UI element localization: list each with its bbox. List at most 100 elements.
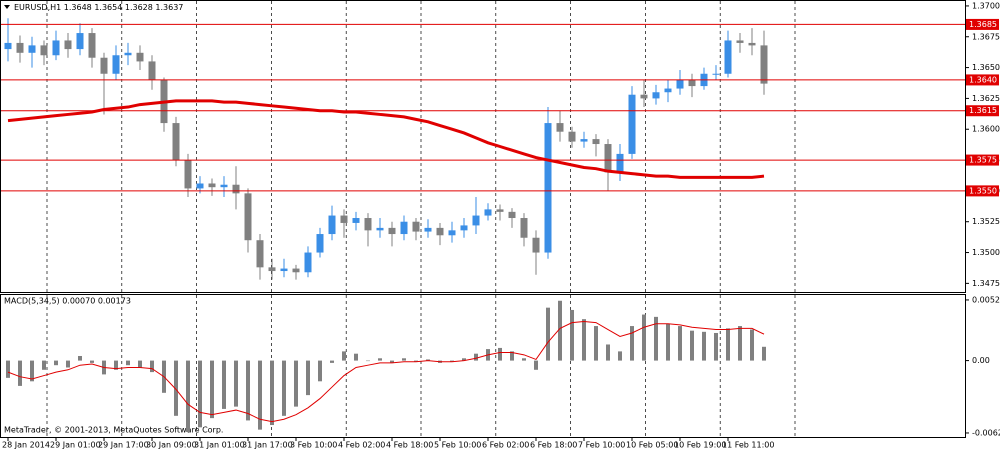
candle-body xyxy=(556,123,564,132)
macd-bar xyxy=(642,314,646,361)
level-label: 1.3685 xyxy=(969,20,997,29)
macd-bar xyxy=(378,358,382,361)
candle-body xyxy=(304,252,312,273)
level-label: 1.3550 xyxy=(969,186,997,195)
macd-bar xyxy=(570,309,574,361)
header-high: 1.3654 xyxy=(94,3,122,12)
candle-body xyxy=(88,33,96,58)
candle-body xyxy=(316,234,324,253)
macd-bar xyxy=(294,360,298,407)
y-tick-label: 0.00 xyxy=(972,356,990,365)
macd-bar xyxy=(366,360,370,362)
candle-body xyxy=(340,215,348,223)
x-tick-label: 11 Feb 11:00 xyxy=(722,441,774,450)
macd-bar xyxy=(474,353,478,361)
macd-bar xyxy=(582,319,586,361)
x-tick-label: 3 Feb 10:00 xyxy=(290,441,337,450)
candle-body xyxy=(508,211,516,219)
candle-body xyxy=(100,57,108,74)
macd-bar xyxy=(198,360,202,428)
x-tick-label: 4 Feb 18:00 xyxy=(386,441,433,450)
candle-body xyxy=(424,227,432,232)
candle-body xyxy=(436,227,444,236)
y-tick-label: 1.3600 xyxy=(972,125,1000,134)
x-tick-label: 6 Feb 18:00 xyxy=(530,441,577,450)
macd-bar xyxy=(402,358,406,361)
candle-body xyxy=(244,193,252,241)
candle-body xyxy=(472,215,480,226)
header-low: 1.3628 xyxy=(125,3,153,12)
macd-bar xyxy=(6,360,10,378)
macd-bar xyxy=(138,360,142,368)
candle-body xyxy=(280,268,288,272)
macd-bar xyxy=(258,360,262,430)
candle-body xyxy=(664,88,672,93)
level-label-box xyxy=(966,154,999,166)
macd-bar xyxy=(210,360,214,419)
header-close: 1.3637 xyxy=(155,3,183,12)
y-tick-label: 1.3500 xyxy=(972,248,1000,257)
macd-bar xyxy=(114,360,118,370)
candle-body xyxy=(28,45,36,53)
y-tick-label: 1.3700 xyxy=(972,1,1000,10)
candle-body xyxy=(388,227,396,235)
candle-body xyxy=(688,79,696,87)
candle-body xyxy=(4,42,12,50)
candle-body xyxy=(736,40,744,43)
x-tick-label: 29 Jan 17:00 xyxy=(98,441,149,450)
candle-body xyxy=(616,153,624,173)
macd-bar xyxy=(282,360,286,416)
signal-line xyxy=(7,320,765,423)
macd-bar xyxy=(546,307,550,361)
macd-title: MACD(5,34,5) 0.00070 0.00173 xyxy=(4,297,131,306)
y-tick-label: 1.3650 xyxy=(972,63,1000,72)
macd-bar xyxy=(90,360,94,363)
candle-body xyxy=(496,209,504,212)
candle-body xyxy=(484,209,492,216)
macd-bar xyxy=(738,326,742,361)
macd-bar xyxy=(606,344,610,361)
candle-body xyxy=(52,40,60,56)
macd-bar xyxy=(426,359,430,361)
candle-body xyxy=(412,221,420,232)
macd-bar xyxy=(522,358,526,361)
level-label: 1.3615 xyxy=(969,106,997,115)
candle-body xyxy=(640,94,648,99)
candle-body xyxy=(76,33,84,50)
x-tick-label: 31 Jan 17:00 xyxy=(242,441,293,450)
chart-header: EURUSD,H1 1.3648 1.3654 1.3628 1.3637 xyxy=(14,3,183,12)
candle-body xyxy=(532,237,540,253)
candle-body xyxy=(64,40,72,50)
y-tick-label: -0.00629 xyxy=(972,428,1000,437)
level-label-box xyxy=(966,105,999,117)
candle-body xyxy=(520,218,528,238)
level-label-box xyxy=(966,185,999,197)
macd-bar xyxy=(18,360,22,386)
candle-body xyxy=(604,144,612,173)
candle-body xyxy=(16,42,24,53)
macd-bar xyxy=(594,326,598,361)
candle-body xyxy=(364,218,372,231)
candle-body xyxy=(292,268,300,273)
macd-bar xyxy=(414,360,418,362)
x-tick-label: 31 Jan 01:00 xyxy=(194,441,245,450)
candle-body xyxy=(268,267,276,272)
copyright: MetaTrader, © 2001-2013, MetaQuotes Soft… xyxy=(4,426,223,435)
macd-bar xyxy=(30,360,34,382)
macd-bar xyxy=(558,300,562,361)
macd-bar xyxy=(618,351,622,361)
macd-bar xyxy=(702,331,706,361)
macd-bar xyxy=(54,360,58,366)
macd-bar xyxy=(450,360,454,362)
menu-icon xyxy=(4,5,10,9)
candle-body xyxy=(676,79,684,89)
candle-body xyxy=(148,61,156,80)
macd-bar xyxy=(534,360,538,370)
macd-bar xyxy=(630,326,634,361)
candle-body xyxy=(460,225,468,231)
x-tick-label: 6 Feb 02:00 xyxy=(482,441,529,450)
candle-body xyxy=(724,40,732,74)
macd-bar xyxy=(174,360,178,416)
